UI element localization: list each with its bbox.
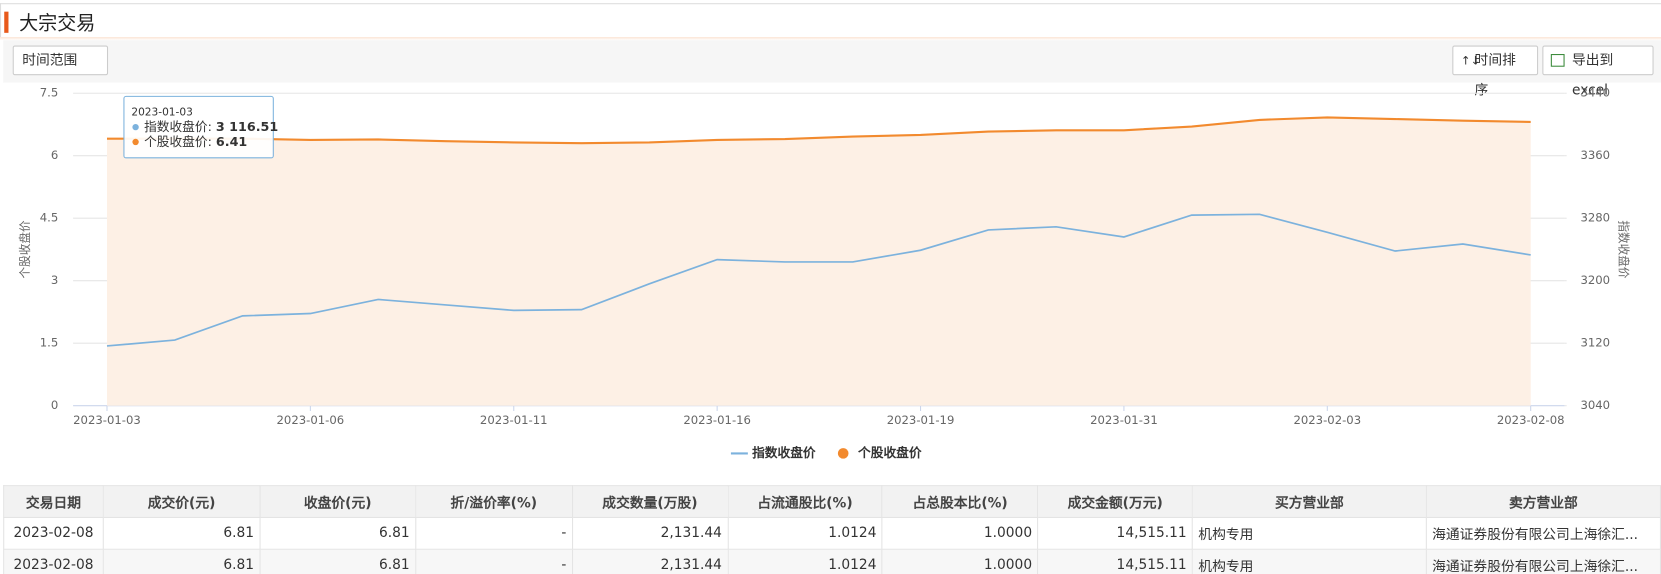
y-tick-label: 4.5 xyxy=(40,211,59,225)
sort-label: 时间排序 xyxy=(1474,52,1516,99)
export-button[interactable]: 导出到excel xyxy=(1542,45,1654,99)
tooltip-value: 3 116.51 xyxy=(216,119,278,134)
y-tick-label: 6 xyxy=(51,148,58,162)
y2-tick-label: 3280 xyxy=(1580,211,1610,225)
export-label: 导出到excel xyxy=(1572,52,1614,99)
legend-marker xyxy=(837,448,849,459)
table-cell: - xyxy=(414,516,573,550)
header-title: 大宗交易 xyxy=(19,12,96,35)
tooltip-line: 个股收盘价: 6.41 xyxy=(144,133,247,148)
table-row: 2023-02-08 6.81 6.81-2,131.44 1.0124 1.0000 1… xyxy=(3,548,1661,574)
tooltip-dot xyxy=(132,123,139,131)
column-header: 卖方营业部 xyxy=(1425,485,1661,518)
y2-tick-label: 3360 xyxy=(1580,148,1610,162)
column-header: 折/溢价率(%) xyxy=(414,485,573,518)
x-tick-label: 2023-01-03 xyxy=(73,413,141,427)
table-cell: 6.81 xyxy=(102,516,261,550)
tooltip-value: 6.41 xyxy=(216,133,247,148)
column-header: 成交价(元) xyxy=(102,485,261,518)
range-button[interactable]: 时间范围 xyxy=(12,45,109,76)
y2-tick-label: 3440 xyxy=(1580,86,1610,100)
table-cell: 1.0124 xyxy=(727,516,883,550)
column-header: 交易日期 xyxy=(3,485,104,518)
table-cell: 海通证券股份有限公司上海徐汇... xyxy=(1425,548,1661,574)
tooltip-date: 2023-01-03 xyxy=(131,106,192,118)
legend-label: 个股收盘价 xyxy=(857,445,922,460)
table-cell: 14,515.11 xyxy=(1037,516,1194,550)
x-tick-label: 2023-01-16 xyxy=(683,413,751,427)
column-header: 成交金额(万元) xyxy=(1037,485,1194,518)
sort-icon: ↑↓ xyxy=(1460,54,1481,68)
column-header: 买方营业部 xyxy=(1191,485,1427,518)
x-tick-label: 2023-01-31 xyxy=(1090,413,1158,427)
table-cell: 机构专用 xyxy=(1191,516,1427,550)
x-tick-label: 2023-01-06 xyxy=(277,413,345,427)
table-cell: 2,131.44 xyxy=(571,516,729,550)
column-header: 收盘价(元) xyxy=(259,485,416,518)
y-tick-label: 1.5 xyxy=(40,336,59,350)
tooltip-line: 指数收盘价: 3 116.51 xyxy=(144,119,278,134)
line xyxy=(106,213,1531,347)
column-header: 占总股本比(%) xyxy=(881,485,1039,518)
table-cell: 6.81 xyxy=(102,548,261,574)
table-cell: 2,131.44 xyxy=(571,548,729,574)
header-row: 交易日期 成交价(元) 收盘价(元) 折/溢价率(%) 成交数量(万股) 占流通股比(%)… xyxy=(3,485,1661,518)
table-cell: 1.0124 xyxy=(727,548,883,574)
table-cell: 海通证券股份有限公司上海徐汇... xyxy=(1425,516,1661,550)
column-header: 占流通股比(%) xyxy=(727,485,883,518)
y-tick-label: 7.5 xyxy=(40,86,59,100)
x-tick-label: 2023-02-03 xyxy=(1293,413,1361,427)
x-tick-label: 2023-01-11 xyxy=(480,413,548,427)
header-divider xyxy=(0,37,1661,41)
tooltip-box xyxy=(123,95,274,159)
y-tick-label: 0 xyxy=(51,398,58,412)
column-header: 成交数量(万股) xyxy=(571,485,729,518)
table-cell: 机构专用 xyxy=(1191,548,1427,574)
table-cell: 14,515.11 xyxy=(1037,548,1194,574)
table-cell: 6.81 xyxy=(259,548,416,574)
header-accent xyxy=(4,11,9,33)
tooltip-dot xyxy=(132,138,139,146)
y2-tick-label: 3200 xyxy=(1580,273,1610,287)
table-cell: 2023-02-08 xyxy=(3,548,104,574)
table-row: 2023-02-08 6.81 6.81-2,131.44 1.0124 1.0000 1… xyxy=(3,516,1661,550)
tooltip-series-name: 个股收盘价 xyxy=(144,133,208,148)
data-table: 交易日期 成交价(元) 收盘价(元) 折/溢价率(%) 成交数量(万股) 占流通股比(%)… xyxy=(3,485,1661,574)
chart: 0 1.5 3 4.5 6 7.5 3040 3120 3200 3280 3360 3440 个股收盘… xyxy=(18,86,1630,460)
table-cell: 6.81 xyxy=(259,516,416,550)
tooltip-series-name: 指数收盘价 xyxy=(144,119,208,134)
table-cell: - xyxy=(414,548,573,574)
legend-label: 指数收盘价 xyxy=(752,445,816,460)
y2-tick-label: 3040 xyxy=(1580,398,1610,412)
table-cell: 2023-02-08 xyxy=(3,516,104,550)
table-cell: 1.0000 xyxy=(881,516,1039,550)
header: 大宗交易 xyxy=(0,3,1661,38)
excel-icon xyxy=(1550,54,1565,67)
y-axis-label: 个股收盘价 xyxy=(18,220,32,279)
y2-tick-label: 3120 xyxy=(1580,336,1610,350)
x-tick-label: 2023-01-19 xyxy=(887,413,955,427)
toolbar: 时间范围 ↑↓ 时间排序 导出到excel xyxy=(3,40,1661,99)
y2-axis-label: 指数收盘价 xyxy=(1616,220,1630,279)
table-cell: 1.0000 xyxy=(881,548,1039,574)
line xyxy=(106,116,1531,145)
x-tick-label: 2023-02-08 xyxy=(1497,413,1565,427)
sort-button[interactable]: ↑↓ 时间排序 xyxy=(1452,45,1539,99)
y-tick-label: 3 xyxy=(51,273,58,287)
